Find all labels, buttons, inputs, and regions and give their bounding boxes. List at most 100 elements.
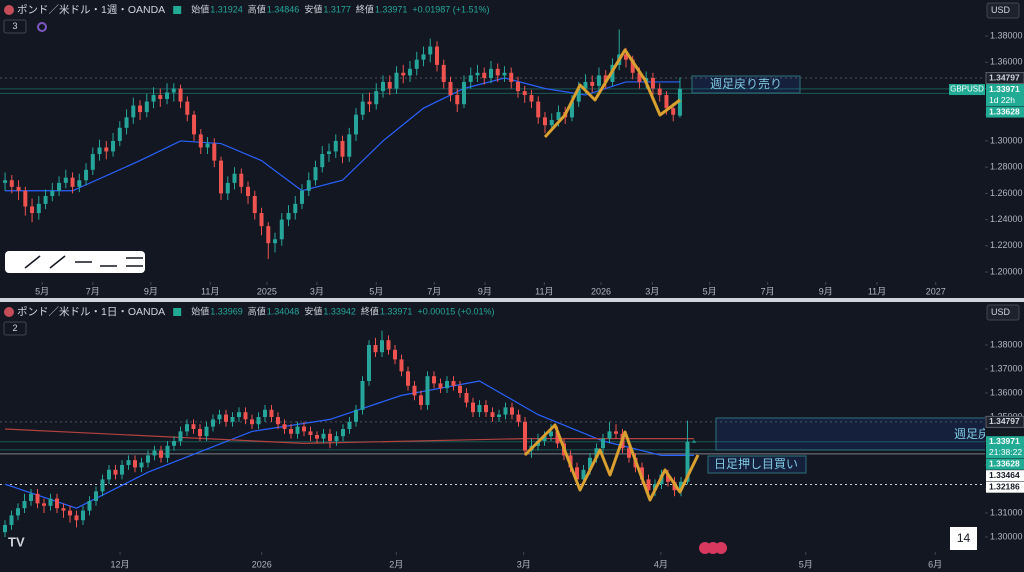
- candle-body: [412, 385, 417, 396]
- y-tick-label: 1.38000: [990, 339, 1023, 349]
- x-tick-label: 3月: [645, 286, 659, 296]
- tool-icon[interactable]: [24, 255, 41, 269]
- indicator-count[interactable]: 2: [12, 323, 17, 333]
- events-icon[interactable]: [699, 542, 727, 554]
- tv-logo: TV: [8, 534, 25, 549]
- price-label: 1.33464: [989, 470, 1020, 480]
- candle-body: [393, 349, 398, 360]
- x-tick-label: 4月: [654, 559, 668, 569]
- price-label-bg: [985, 415, 1024, 428]
- candle-body: [461, 81, 466, 105]
- x-tick-label: 5月: [703, 286, 717, 296]
- drawing-toolbar[interactable]: [5, 251, 145, 273]
- candle-body: [239, 173, 244, 187]
- candle-body: [42, 503, 47, 506]
- annotation-box: [691, 75, 801, 94]
- candle-body: [576, 88, 581, 102]
- currency-button-bg[interactable]: [986, 2, 1020, 19]
- candle-body: [327, 151, 332, 155]
- candle-body: [9, 515, 14, 525]
- candle-body: [273, 239, 278, 244]
- tool-icon[interactable]: [49, 255, 66, 269]
- flag-icon: [173, 308, 182, 316]
- legend-label: 高値: [248, 305, 266, 316]
- candle-body: [243, 412, 248, 420]
- candle-body: [289, 428, 294, 434]
- candle-body: [650, 78, 655, 89]
- candle-body: [596, 75, 601, 86]
- zigzag-drawing: [543, 48, 681, 139]
- candle-body: [574, 467, 579, 480]
- page-number: 14: [957, 531, 971, 545]
- candle-body: [347, 421, 352, 429]
- x-tick-label: 3月: [310, 286, 324, 296]
- candle-body: [185, 424, 190, 432]
- candle-body: [441, 64, 446, 82]
- currency-button-bg[interactable]: [986, 304, 1020, 321]
- candle-body: [48, 498, 53, 506]
- candle-body: [232, 173, 237, 183]
- candle-body: [455, 95, 460, 105]
- candle-body: [263, 409, 268, 417]
- candle-body: [22, 500, 27, 509]
- legend-value: 1.33971: [380, 306, 413, 316]
- candle-body: [587, 457, 592, 470]
- price-label: 1.34797: [989, 72, 1020, 82]
- candle-body: [100, 479, 105, 492]
- x-tick-label: 7月: [761, 286, 775, 296]
- candle-body: [549, 119, 554, 126]
- candle-body: [502, 72, 507, 76]
- candle-body: [451, 380, 456, 386]
- candle-body: [81, 510, 86, 521]
- panel-separator: [0, 298, 1024, 302]
- currency-button[interactable]: USD: [991, 307, 1011, 317]
- candle-body: [438, 383, 443, 389]
- x-tick-label: 9月: [144, 286, 158, 296]
- candle-body: [630, 59, 635, 73]
- candle-body: [269, 409, 274, 417]
- indicator-toggle-bg[interactable]: [3, 19, 27, 34]
- candle-body: [354, 409, 359, 422]
- candle-body: [569, 101, 574, 118]
- candle-body: [70, 177, 75, 187]
- candle-body: [496, 414, 501, 417]
- legend-value: 1.33969: [210, 306, 243, 316]
- candle-body: [146, 455, 151, 463]
- indicator-count[interactable]: 3: [12, 21, 17, 31]
- moving-average: [5, 77, 680, 192]
- candle-body: [373, 344, 378, 353]
- candle-body: [117, 127, 122, 141]
- legend-value: 1.31924: [210, 4, 243, 14]
- candle-body: [230, 416, 235, 422]
- flag-icon: [173, 6, 182, 14]
- price-label-bg: [986, 470, 1024, 482]
- candle-body: [458, 385, 463, 393]
- candle-body: [74, 515, 79, 521]
- candle-body: [448, 81, 453, 96]
- candle-body: [120, 464, 125, 475]
- candle-body: [133, 460, 138, 468]
- candle-body: [333, 140, 338, 152]
- candle-body: [282, 424, 287, 429]
- candle-body: [43, 195, 48, 204]
- currency-button[interactable]: USD: [991, 5, 1011, 15]
- event-flag[interactable]: [715, 542, 727, 554]
- y-tick-label: 1.37000: [990, 363, 1023, 373]
- candle-body: [131, 105, 136, 118]
- symbol-icon: [4, 307, 14, 317]
- candle-body: [691, 441, 696, 443]
- candle-body: [77, 180, 82, 187]
- candle-body: [347, 134, 352, 157]
- candle-body: [603, 75, 608, 82]
- candle-body: [509, 72, 514, 82]
- candle-body: [16, 508, 21, 516]
- candle-body: [657, 88, 662, 96]
- candle-body: [3, 524, 8, 533]
- x-tick-label: 11月: [535, 286, 553, 296]
- candle-body: [259, 213, 264, 227]
- indicator-toggle-bg[interactable]: [3, 321, 27, 336]
- candle-body: [522, 91, 527, 96]
- candle-body: [84, 169, 89, 181]
- plot-daily: [0, 330, 985, 537]
